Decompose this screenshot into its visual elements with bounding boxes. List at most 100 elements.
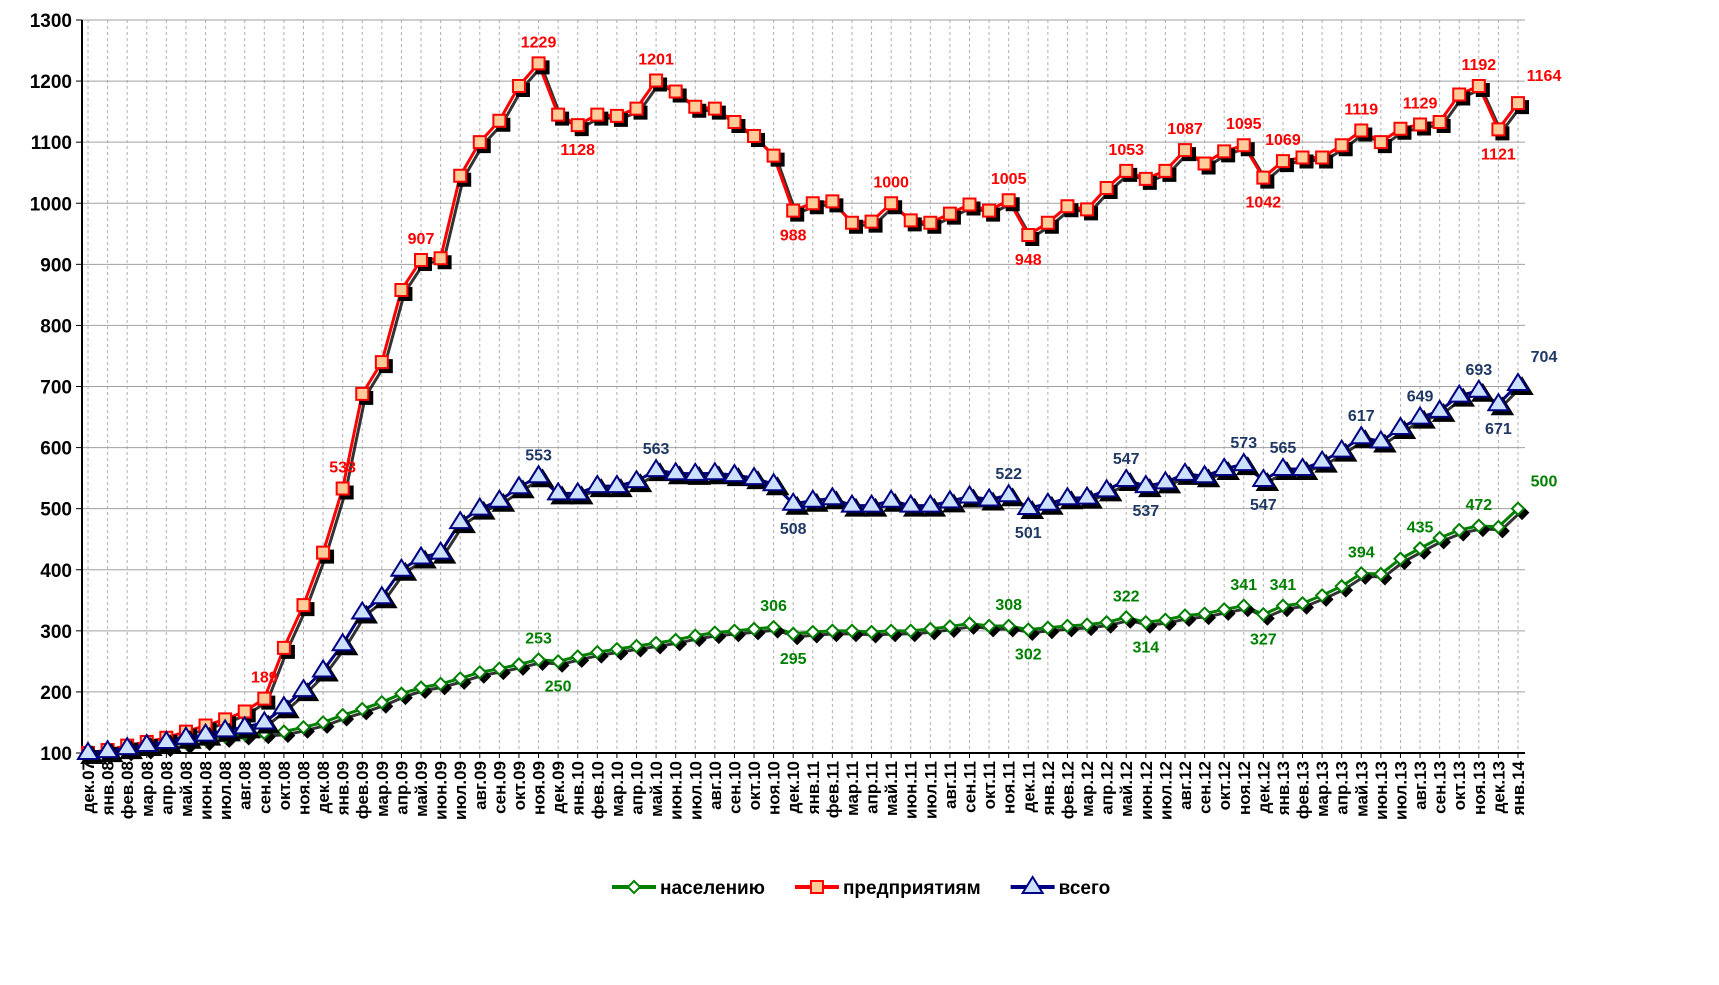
marker xyxy=(487,488,512,508)
marker xyxy=(276,724,292,740)
data-label: 693 xyxy=(1465,362,1492,379)
marker xyxy=(800,488,825,508)
marker xyxy=(296,598,311,613)
marker xyxy=(1236,598,1252,614)
marker xyxy=(786,203,801,218)
marker xyxy=(95,739,120,759)
x-tick-label: дек.07 xyxy=(79,761,98,813)
marker xyxy=(605,474,629,494)
marker xyxy=(335,481,350,496)
marker xyxy=(624,469,649,489)
marker xyxy=(272,695,296,715)
data-label: 1095 xyxy=(1226,116,1262,133)
legend-marker xyxy=(809,880,824,894)
marker xyxy=(688,99,703,114)
marker xyxy=(722,463,747,483)
marker xyxy=(409,545,433,565)
x-tick-label: янв.08 xyxy=(99,761,118,816)
marker xyxy=(1490,519,1506,535)
x-tick-label: дек.08 xyxy=(314,761,333,813)
marker xyxy=(1217,144,1232,159)
marker xyxy=(1447,383,1472,403)
marker xyxy=(629,638,644,654)
x-tick-label: июл.10 xyxy=(686,761,705,820)
legend-marker xyxy=(1020,875,1045,894)
marker xyxy=(1080,202,1095,217)
marker xyxy=(962,197,977,212)
marker xyxy=(1153,470,1178,490)
x-tick-label: янв.13 xyxy=(1274,761,1293,816)
marker xyxy=(742,466,766,486)
marker xyxy=(996,483,1021,503)
y-tick-label: 900 xyxy=(40,255,72,276)
marker xyxy=(884,196,899,211)
marker xyxy=(1467,378,1491,398)
data-label: 306 xyxy=(760,598,787,615)
marker xyxy=(785,626,801,642)
marker xyxy=(942,206,957,221)
marker xyxy=(824,623,840,639)
marker xyxy=(1231,452,1256,472)
marker xyxy=(1001,193,1016,208)
marker xyxy=(1138,614,1154,630)
x-tick-label: фев.08 xyxy=(118,761,137,819)
marker xyxy=(1134,474,1158,494)
marker xyxy=(1055,486,1080,506)
marker xyxy=(526,464,551,484)
x-tick-label: май.09 xyxy=(412,761,431,817)
marker xyxy=(257,691,272,706)
marker xyxy=(923,215,938,230)
x-tick-label: июн.12 xyxy=(1137,761,1156,820)
marker xyxy=(1251,468,1276,487)
marker xyxy=(1373,566,1389,582)
marker xyxy=(550,653,566,669)
marker xyxy=(590,107,605,122)
marker xyxy=(903,623,919,639)
marker xyxy=(389,557,414,577)
marker xyxy=(452,671,468,686)
marker xyxy=(414,253,429,268)
x-tick-label: сен.08 xyxy=(255,761,274,814)
marker xyxy=(589,644,605,660)
data-label: 547 xyxy=(1250,497,1277,514)
data-label: 1201 xyxy=(638,51,674,68)
y-tick-label: 500 xyxy=(40,500,72,521)
marker xyxy=(746,621,762,637)
marker xyxy=(551,107,566,122)
data-label: 907 xyxy=(408,231,435,248)
marker xyxy=(354,701,370,717)
data-label: 1087 xyxy=(1167,121,1203,138)
marker xyxy=(1354,123,1369,138)
marker xyxy=(1118,609,1134,625)
x-tick-label: апр.10 xyxy=(627,761,646,815)
marker xyxy=(1021,228,1036,243)
data-label: 948 xyxy=(1015,252,1042,269)
marker xyxy=(1511,96,1525,111)
marker xyxy=(1094,478,1119,498)
x-tick-label: июн.08 xyxy=(197,761,216,820)
marker xyxy=(115,736,139,756)
marker xyxy=(1275,598,1291,614)
marker xyxy=(472,664,488,680)
marker xyxy=(864,624,879,640)
x-tick-label: авг.09 xyxy=(471,761,490,810)
x-tick-label: июн.11 xyxy=(902,761,921,819)
marker xyxy=(174,725,198,745)
marker xyxy=(1486,392,1511,412)
marker xyxy=(1119,163,1134,178)
data-label: 1121 xyxy=(1481,146,1516,163)
x-tick-label: янв.12 xyxy=(1039,761,1058,816)
marker xyxy=(1334,578,1350,594)
x-tick-label: окт.08 xyxy=(275,761,294,810)
x-tick-label: июл.08 xyxy=(216,761,235,820)
marker xyxy=(707,101,722,116)
data-label: 1053 xyxy=(1108,142,1144,159)
marker xyxy=(585,474,610,494)
data-label: 435 xyxy=(1407,519,1434,536)
x-tick-label: фев.11 xyxy=(823,761,842,818)
marker xyxy=(330,632,355,652)
y-tick-label: 300 xyxy=(40,622,72,643)
x-tick-label: фев.09 xyxy=(353,761,372,819)
marker xyxy=(1275,154,1290,169)
marker xyxy=(546,481,570,501)
